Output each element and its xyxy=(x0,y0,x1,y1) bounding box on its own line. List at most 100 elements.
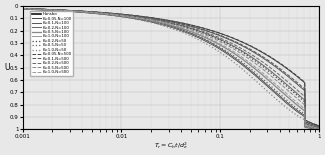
K=0.2,N=100 xyxy=(244,52,248,54)
K=1.0,N=100 xyxy=(21,8,25,10)
K=0.1,N=100 xyxy=(73,10,77,12)
Legend: Hansbo, K=0.05,N=100, K=0.1,N=100, K=0.2,N=100, K=0.5,N=100, K=1.0,N=100, K=0.2,: Hansbo, K=0.05,N=100, K=0.1,N=100, K=0.2… xyxy=(31,11,73,76)
K=0.2,N=100 xyxy=(195,29,199,31)
K=1.0,N=50 xyxy=(155,23,159,25)
Line: K=1.0,N=100: K=1.0,N=100 xyxy=(23,9,319,129)
K=0.1,N=100 xyxy=(21,8,25,10)
Line: K=1.0,N=50: K=1.0,N=50 xyxy=(23,9,319,129)
K=0.5,N=50 xyxy=(97,12,101,14)
K=0.1,N=500 xyxy=(219,35,223,36)
K=1.0,N=50 xyxy=(244,71,248,73)
K=0.2,N=500 xyxy=(195,29,199,30)
K=0.5,N=500 xyxy=(21,8,25,10)
K=0.2,N=100 xyxy=(21,8,25,10)
K=0.05,N=500 xyxy=(97,11,101,13)
K=0.2,N=100 xyxy=(155,19,159,21)
K=1.0,N=500 xyxy=(155,20,159,22)
K=0.5,N=50 xyxy=(317,128,321,130)
K=0.2,N=50 xyxy=(317,127,321,129)
K=0.1,N=100 xyxy=(155,18,159,20)
K=1.0,N=100 xyxy=(73,11,77,12)
K=1.0,N=100 xyxy=(219,48,223,50)
K=0.2,N=500 xyxy=(219,37,223,39)
Hansbo xyxy=(73,11,77,12)
Y-axis label: U: U xyxy=(4,63,10,72)
K=1.0,N=50 xyxy=(219,52,223,54)
Line: K=0.05,N=500: K=0.05,N=500 xyxy=(23,9,319,126)
K=0.1,N=500 xyxy=(155,18,159,20)
K=0.1,N=100 xyxy=(219,35,223,37)
K=0.2,N=500 xyxy=(21,8,25,10)
K=0.05,N=100 xyxy=(244,43,248,45)
K=0.2,N=100 xyxy=(219,39,223,40)
Line: K=0.2,N=500: K=0.2,N=500 xyxy=(23,9,319,127)
K=0.2,N=500 xyxy=(317,126,321,128)
K=1.0,N=500 xyxy=(317,127,321,129)
K=0.5,N=500 xyxy=(317,127,321,129)
Line: K=0.05,N=100: K=0.05,N=100 xyxy=(23,9,319,126)
K=0.2,N=100 xyxy=(97,12,101,14)
K=0.5,N=100 xyxy=(244,61,248,63)
K=0.05,N=500 xyxy=(195,26,199,27)
K=0.1,N=500 xyxy=(73,10,77,12)
K=0.2,N=50 xyxy=(155,19,159,21)
Line: K=0.2,N=50: K=0.2,N=50 xyxy=(23,9,319,128)
K=0.5,N=100 xyxy=(73,10,77,12)
K=1.0,N=100 xyxy=(155,22,159,24)
K=0.5,N=500 xyxy=(155,20,159,22)
Line: K=0.5,N=100: K=0.5,N=100 xyxy=(23,9,319,128)
K=0.2,N=50 xyxy=(97,12,101,14)
K=0.05,N=100 xyxy=(21,8,25,10)
K=1.0,N=50 xyxy=(73,11,77,13)
K=0.05,N=500 xyxy=(244,43,248,44)
K=0.2,N=100 xyxy=(73,10,77,12)
K=0.05,N=100 xyxy=(97,11,101,13)
K=0.5,N=100 xyxy=(21,8,25,10)
K=1.0,N=100 xyxy=(244,66,248,68)
K=1.0,N=100 xyxy=(195,36,199,38)
K=0.5,N=100 xyxy=(195,33,199,35)
K=0.5,N=50 xyxy=(21,8,25,10)
K=0.1,N=100 xyxy=(244,47,248,49)
K=0.5,N=100 xyxy=(317,128,321,129)
Line: K=0.5,N=50: K=0.5,N=50 xyxy=(23,9,319,129)
K=1.0,N=100 xyxy=(97,13,101,14)
K=1.0,N=500 xyxy=(244,59,248,61)
K=0.2,N=50 xyxy=(73,10,77,12)
K=0.05,N=500 xyxy=(21,8,25,10)
Hansbo xyxy=(21,8,25,10)
K=1.0,N=500 xyxy=(219,43,223,45)
K=0.2,N=50 xyxy=(21,8,25,10)
K=0.05,N=100 xyxy=(73,10,77,12)
K=0.05,N=500 xyxy=(155,18,159,19)
K=0.2,N=500 xyxy=(73,10,77,12)
K=0.5,N=500 xyxy=(244,56,248,58)
K=0.5,N=500 xyxy=(97,12,101,14)
K=0.2,N=500 xyxy=(155,19,159,21)
K=0.5,N=100 xyxy=(155,21,159,23)
K=0.1,N=500 xyxy=(21,8,25,10)
K=0.1,N=500 xyxy=(97,11,101,13)
Line: K=0.1,N=500: K=0.1,N=500 xyxy=(23,9,319,126)
K=1.0,N=500 xyxy=(73,10,77,12)
K=0.1,N=100 xyxy=(195,27,199,29)
K=1.0,N=500 xyxy=(21,8,25,10)
K=1.0,N=50 xyxy=(97,13,101,15)
K=0.5,N=50 xyxy=(219,46,223,48)
K=1.0,N=100 xyxy=(317,128,321,130)
K=1.0,N=50 xyxy=(195,38,199,40)
Line: Hansbo: Hansbo xyxy=(23,9,319,129)
K=0.05,N=100 xyxy=(317,125,321,127)
Hansbo xyxy=(244,66,248,68)
K=0.05,N=100 xyxy=(155,18,159,19)
Line: K=0.2,N=100: K=0.2,N=100 xyxy=(23,9,319,128)
K=0.5,N=500 xyxy=(195,31,199,33)
K=0.05,N=100 xyxy=(195,26,199,28)
K=0.5,N=50 xyxy=(73,10,77,12)
Hansbo xyxy=(195,36,199,38)
K=0.5,N=100 xyxy=(219,44,223,46)
Hansbo xyxy=(219,48,223,50)
K=0.5,N=50 xyxy=(195,35,199,36)
K=0.2,N=100 xyxy=(317,127,321,128)
K=0.1,N=500 xyxy=(195,27,199,29)
